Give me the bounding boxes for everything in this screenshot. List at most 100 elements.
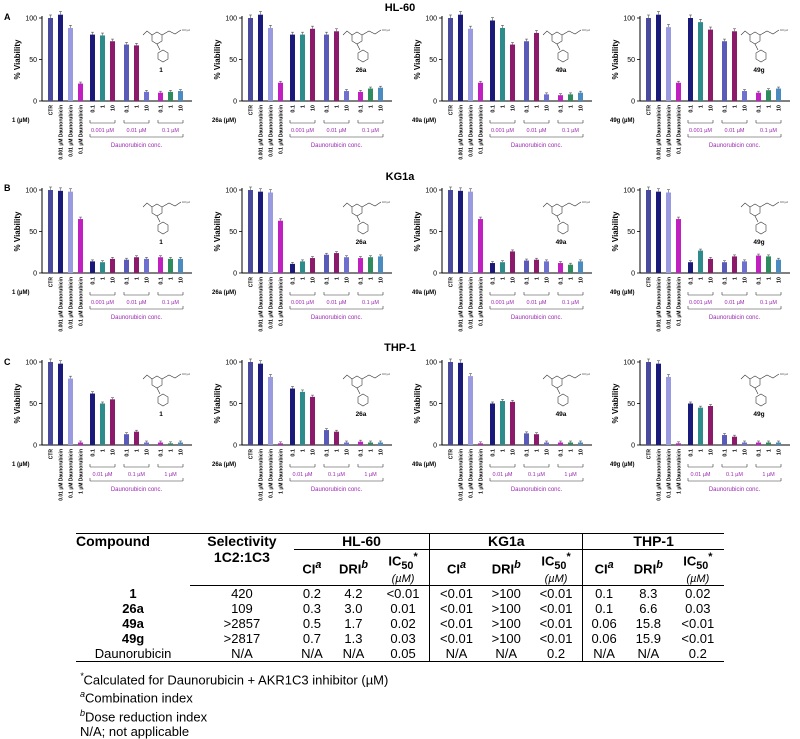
inhibitor-tick: 1 <box>101 277 107 280</box>
bar <box>578 442 583 445</box>
cell-value: 8.3 <box>639 585 658 601</box>
panel-letter-a: A <box>4 12 11 22</box>
compound-label: 49a <box>556 239 567 246</box>
inhibitor-tick: 10 <box>179 277 185 283</box>
inhibitor-tick: 1 <box>301 277 307 280</box>
y-axis-label: % Viability <box>13 211 22 251</box>
y-axis-label: % Viability <box>413 39 422 79</box>
inhibitor-tick: 0.1 <box>291 277 297 285</box>
cell-value: 0.2 <box>302 585 321 601</box>
structure-group: CO₂H <box>582 372 590 376</box>
dri-text: DRI <box>633 561 657 577</box>
group-dose-label: 0.1 µM <box>162 128 179 134</box>
compound-label: 1 <box>159 239 163 246</box>
bar <box>134 257 139 273</box>
bar <box>90 393 95 445</box>
dri-text: DRI <box>338 561 362 577</box>
chain <box>361 29 382 36</box>
row-label: 0.1 µM Daunorubicin <box>479 277 485 326</box>
y-tick-label: 0 <box>433 99 437 106</box>
inhibitor-tick: 10 <box>709 105 715 111</box>
y-tick-label: 50 <box>627 229 635 236</box>
chain <box>542 202 553 208</box>
bar <box>766 256 771 273</box>
row-label: 0.01 µM Daunorubicin <box>69 105 75 157</box>
group-dose-label: 0.001 µM <box>491 300 514 306</box>
bond <box>754 387 759 395</box>
panel-letter-b: B <box>4 183 11 193</box>
subheader-ci: CIa <box>429 549 483 586</box>
cell-value: 0.3 <box>302 600 321 616</box>
inhibitor-dose-label: 49a (µM) <box>412 462 436 468</box>
subheader-dri: DRIb <box>330 549 377 586</box>
y-tick-label: 100 <box>623 360 635 367</box>
bar <box>268 376 273 445</box>
bar <box>290 34 295 101</box>
subheader-ci: CIa <box>293 549 331 586</box>
bar <box>258 363 263 445</box>
inhibitor-tick: 0.1 <box>525 277 531 285</box>
table-subheader-row: 1C2:1C3 CIa DRIb IC50* (µM) CIa DRIb IC50… <box>76 549 724 586</box>
structure-icon: CO₂H <box>342 28 390 63</box>
y-tick-label: 0 <box>33 99 37 106</box>
cell-selectivity: N/A <box>190 645 294 662</box>
row-label: 0.01 µM Daunorubicin <box>667 277 673 329</box>
group-dose-label: 0.01 µM <box>527 300 547 306</box>
row-label: 0.01 µM Daunorubicin <box>259 449 265 501</box>
bar <box>458 362 463 445</box>
chain <box>161 29 182 36</box>
cell-value: N/A <box>582 645 625 662</box>
table-row: 49a >2857 0.5 1.7 0.02 <0.01 >100 <0.01 0.06 15.8… <box>76 615 724 631</box>
bar <box>646 362 651 445</box>
ring <box>157 221 169 235</box>
cell-value: 6.6 <box>639 600 658 616</box>
x-axis-title: Daunorubicin conc. <box>111 143 163 149</box>
y-tick-label: 0 <box>631 443 635 450</box>
bar <box>100 35 105 101</box>
inhibitor-tick: 0.1 <box>689 277 695 285</box>
bond <box>556 387 561 395</box>
bar <box>656 191 661 273</box>
cell-value: 0.1 <box>582 585 625 601</box>
note-ci: aCombination index <box>80 687 388 705</box>
bar <box>344 257 349 273</box>
bar <box>742 261 747 273</box>
x-axis-title: Daunorubicin conc. <box>709 315 761 321</box>
bar <box>722 435 727 445</box>
ring <box>557 221 569 235</box>
cell-value: 0.2 <box>529 645 583 662</box>
inhibitor-tick: 0.1 <box>559 277 565 285</box>
group-dose-label: 0.01 µM <box>327 300 347 306</box>
viability-chart: % Viability 0 50 100 49g (µM) CTR 0.001 µM Dau… <box>610 186 790 332</box>
bar <box>110 41 115 101</box>
inhibitor-dose-label: 26a (µM) <box>212 462 236 468</box>
viability-chart: % Viability 0 50 100 49g (µM) CTR 0.001 µM Dau… <box>610 11 790 160</box>
bar <box>158 257 163 273</box>
cell-value: <0.01 <box>539 585 573 601</box>
group-dose-label: 1 µM <box>762 472 775 478</box>
subheader-ic50: IC50* (µM) <box>529 549 583 586</box>
ring <box>749 203 761 217</box>
bar <box>676 443 681 445</box>
bar <box>776 88 781 101</box>
ring <box>755 221 767 235</box>
bar <box>448 18 453 101</box>
cell-value: 0.02 <box>390 615 416 631</box>
group-dose-label: 0.1 µM <box>328 472 345 478</box>
group-dose-label: 0.01 µM <box>493 472 513 478</box>
row-label: CTR <box>49 105 55 116</box>
bar <box>158 92 163 101</box>
bar <box>568 94 573 101</box>
bar <box>756 255 761 273</box>
bar <box>722 41 727 101</box>
bar <box>144 258 149 273</box>
header-hl60: HL-60 <box>293 533 430 550</box>
header-compound: Compound <box>76 533 191 586</box>
bar <box>776 442 781 445</box>
bar <box>334 31 339 102</box>
inhibitor-tick: 0.1 <box>359 277 365 285</box>
y-tick-label: 100 <box>623 188 635 195</box>
bar <box>68 191 73 273</box>
structure-group: CO₂H <box>382 372 390 376</box>
group-dose-label: 0.1 µM <box>162 300 179 306</box>
